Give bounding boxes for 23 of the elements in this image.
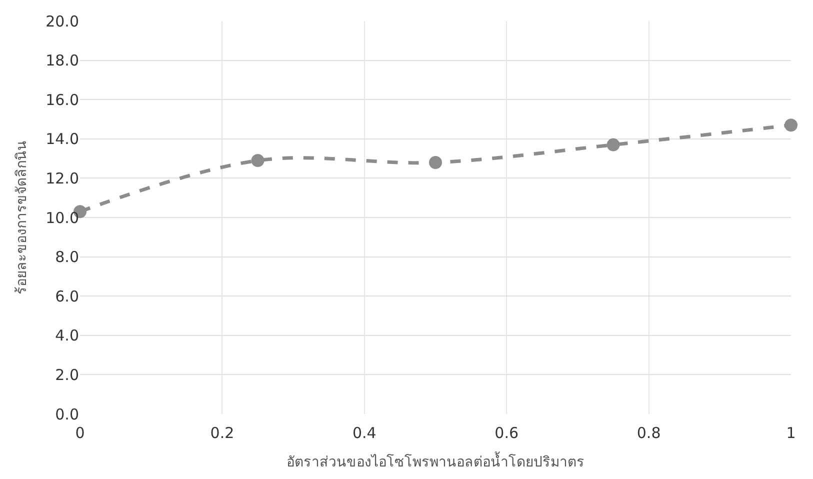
y-tick-label: 0.0 [55,405,79,424]
y-tick-label: 10.0 [46,208,79,227]
x-tick-label: 0.2 [210,424,234,442]
y-tick-label: 12.0 [46,169,79,188]
point [784,118,798,132]
y-tick-label: 4.0 [55,326,79,345]
point [429,156,442,169]
x-tick-label: 1 [786,424,796,442]
y-tick-label: 14.0 [46,130,79,148]
y-tick-label: 20.0 [46,12,79,30]
x-tick-label: 0.4 [352,424,376,442]
point [251,154,264,168]
x-axis-title: อัตราส่วนของไอโซโพรพานอลต่อน้ำโดยปริมาตร [286,451,584,470]
x-tick-label: 0.6 [494,424,519,442]
y-tick-label: 16.0 [46,90,79,109]
x-tick-label: 0.8 [636,424,661,442]
y-tick-label: 2.0 [55,366,79,384]
point [606,138,620,152]
y-tick-label: 18.0 [46,52,79,70]
y-axis-title: ร้อยละของการขจัดลิกนิน [14,140,30,294]
x-tick-label: 0 [75,424,85,442]
y-tick-label: 8.0 [55,248,79,266]
y-tick-label: 6.0 [55,287,79,306]
